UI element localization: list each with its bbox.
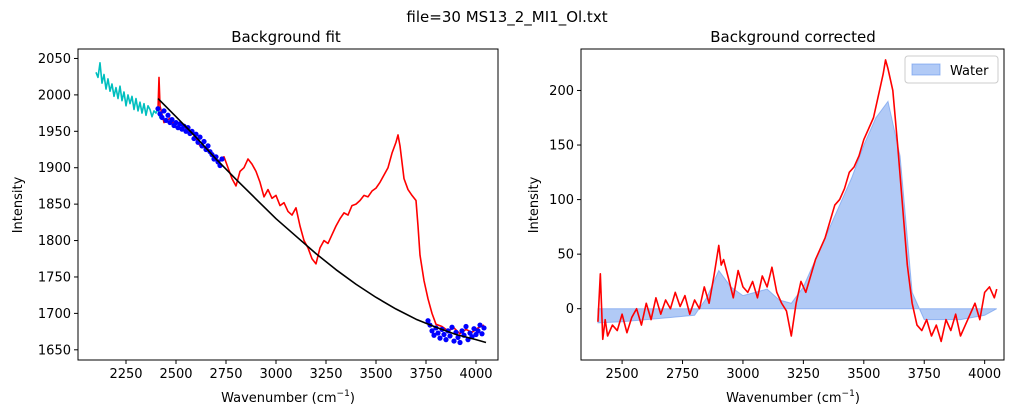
y-axis-label: Intensity	[11, 176, 26, 233]
baseline-point	[219, 156, 225, 162]
x-tick-label: 2250	[109, 367, 142, 382]
legend-swatch-water	[911, 63, 941, 76]
baseline-point	[185, 125, 191, 131]
baseline-point	[159, 114, 165, 121]
baseline-point	[165, 112, 171, 118]
baseline-point	[201, 138, 207, 145]
axes-frame	[77, 48, 499, 361]
y-tick-label: 50	[557, 248, 574, 263]
y-tick-label: 1850	[38, 198, 71, 213]
baseline-point	[169, 117, 175, 123]
x-tick-label: 4000	[968, 367, 1001, 382]
x-tick-label: 2500	[606, 367, 639, 382]
baseline-point	[475, 328, 481, 334]
panel-title: Background fit	[231, 28, 341, 46]
panel-title: Background corrected	[710, 28, 876, 46]
plot-area	[95, 62, 487, 346]
baseline-point	[205, 143, 211, 149]
baseline-point	[163, 117, 169, 123]
y-tick-label: 150	[549, 139, 574, 154]
baseline-point	[451, 338, 457, 344]
x-tick-label: 4000	[459, 367, 492, 382]
baseline-point	[431, 332, 437, 338]
x-tick-label: 3250	[309, 367, 342, 382]
raw-spectrum-cyan-line	[95, 62, 161, 119]
y-tick-label: 1650	[38, 343, 71, 358]
baseline-point	[481, 325, 487, 331]
y-tick-label: 2000	[38, 88, 71, 103]
background-corrected-panel: Background corrected 2500 2750 3000 3250 350…	[527, 28, 1005, 406]
baseline-point	[161, 108, 167, 114]
baseline-point	[477, 322, 483, 328]
x-axis-label: Wavenumber (cm−1)	[726, 389, 860, 406]
baseline-point	[441, 331, 447, 338]
y-axis-label: Intensity	[527, 176, 542, 233]
y-tick-label: 1750	[38, 270, 71, 285]
y-tick-label: 1950	[38, 125, 71, 140]
x-axis-label-superscript: −1	[842, 389, 855, 399]
baseline-point	[463, 323, 469, 330]
x-axis-label-tail: )	[350, 391, 355, 406]
baseline-point	[425, 318, 431, 324]
raw-spectrum-red-line	[157, 76, 485, 335]
y-tick-label: 200	[549, 84, 574, 99]
baseline-fit-black-line	[157, 97, 487, 344]
baseline-point	[447, 333, 453, 339]
axes-frame	[580, 48, 1005, 361]
x-tick-label: 3500	[359, 367, 392, 382]
y-tick-label: 0	[566, 302, 574, 317]
baseline-point	[197, 134, 203, 140]
x-tick-label: 2500	[159, 367, 192, 382]
baseline-point	[479, 331, 485, 337]
baseline-point	[429, 328, 435, 334]
y-tick-label: 1800	[38, 234, 71, 249]
baseline-point	[449, 324, 455, 330]
background-fit-panel: Background fit 2250 2500 2750 3000 3250 3500 3…	[11, 28, 499, 406]
figure-suptitle: file=30 MS13_2_MI1_Ol.txt	[406, 8, 607, 27]
legend-frame	[904, 55, 999, 84]
x-tick-label: 3250	[787, 367, 820, 382]
x-tick-label: 3500	[847, 367, 880, 382]
legend: Water	[904, 55, 999, 84]
x-tick-label: 3000	[259, 367, 292, 382]
baseline-point	[437, 335, 443, 341]
baseline-point	[471, 326, 477, 332]
baseline-point	[443, 337, 449, 343]
legend-label-water: Water	[950, 64, 989, 79]
x-axis-label-superscript: −1	[337, 389, 350, 399]
baseline-point	[457, 339, 463, 346]
x-axis-ticks: 2500 2750 3000 3250 3500 3750 4000	[606, 360, 1001, 382]
baseline-point	[173, 119, 179, 126]
y-axis-ticks: 0 50 100 150 200	[549, 84, 581, 317]
x-tick-label: 3750	[409, 367, 442, 382]
x-tick-label: 2750	[666, 367, 699, 382]
x-axis-label-main: Wavenumber (cm	[221, 391, 336, 406]
x-tick-label: 2750	[209, 367, 242, 382]
x-axis-ticks: 2250 2500 2750 3000 3250 3500 3750 4000	[109, 360, 493, 382]
x-axis-label-tail: )	[855, 391, 860, 406]
plot-area	[597, 59, 998, 343]
baseline-point	[155, 106, 161, 112]
x-tick-label: 3000	[726, 367, 759, 382]
baseline-point	[181, 123, 187, 129]
baseline-point	[435, 330, 441, 336]
y-axis-ticks: 1650 1700 1750 1800 1850 1900 1950 2000 2050	[38, 52, 78, 358]
y-tick-label: 2050	[38, 52, 71, 67]
water-area	[597, 100, 997, 324]
y-tick-label: 1900	[38, 161, 71, 176]
y-tick-label: 1700	[38, 307, 71, 322]
corrected-spectrum-red-line	[597, 59, 998, 343]
x-tick-label: 3750	[908, 367, 941, 382]
y-tick-label: 100	[549, 193, 574, 208]
x-axis-label-main: Wavenumber (cm	[726, 391, 841, 406]
x-axis-label: Wavenumber (cm−1)	[221, 389, 355, 406]
baseline-point	[459, 328, 465, 334]
